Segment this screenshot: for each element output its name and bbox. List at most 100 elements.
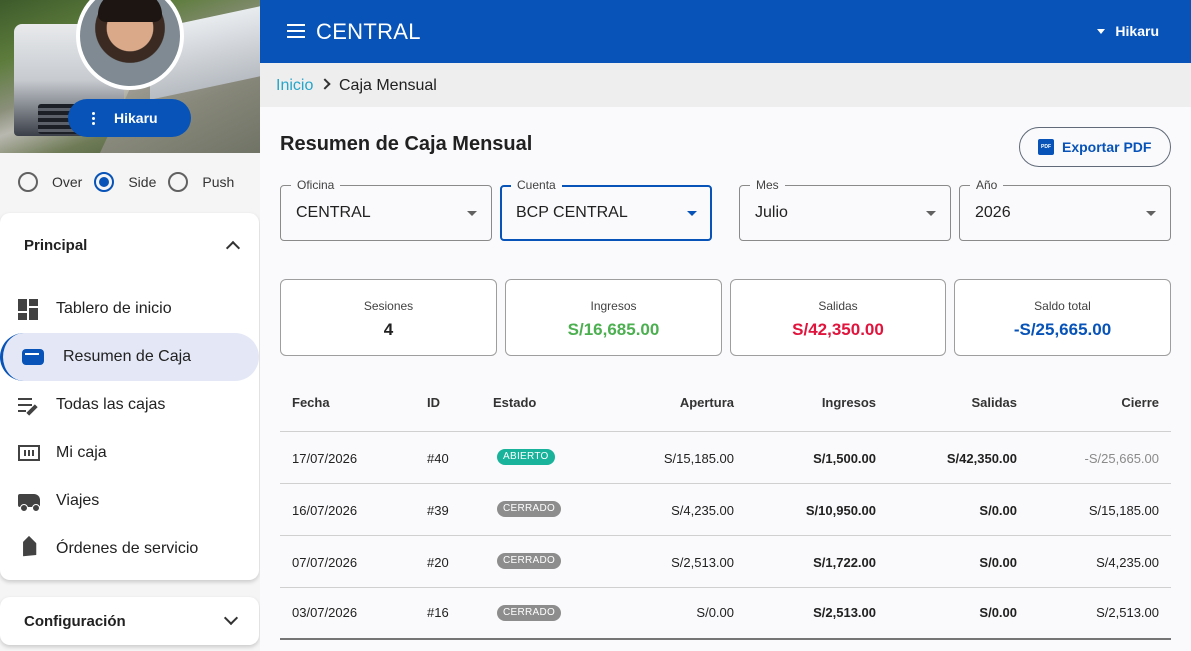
column-header-cierre[interactable]: Cierre	[1121, 395, 1159, 410]
cell-apertura: S/4,235.00	[671, 503, 734, 518]
breadcrumb-home-link[interactable]: Inicio	[276, 77, 314, 94]
export-pdf-button[interactable]: PDF Exportar PDF	[1019, 127, 1171, 167]
column-header-fecha[interactable]: Fecha	[292, 395, 330, 410]
stat-value: S/42,350.00	[792, 320, 884, 339]
cell-id: #40	[427, 451, 449, 466]
cuenta-select[interactable]: Cuenta BCP CENTRAL	[500, 178, 712, 241]
sidebar-item-resumen-caja[interactable]: Resumen de Caja	[0, 333, 259, 381]
anio-label: Año	[970, 178, 1004, 192]
table-row[interactable]: 16/07/2026 #39 CERRADO S/4,235.00 S/10,9…	[280, 483, 1171, 535]
stat-label: Saldo total	[1034, 299, 1091, 313]
mes-label: Mes	[750, 178, 785, 192]
cell-salidas: S/0.00	[979, 605, 1017, 620]
anio-value: 2026	[975, 204, 1011, 221]
mes-value: Julio	[755, 204, 788, 221]
column-header-estado[interactable]: Estado	[493, 395, 537, 410]
stat-value: 4	[383, 320, 394, 339]
cash-icon	[18, 445, 40, 461]
profile-banner-image: Hikaru	[0, 0, 260, 153]
stat-saldo-total: Saldo total -S/25,665.00	[954, 279, 1171, 356]
sidebar-item-label: Tablero de inicio	[56, 300, 172, 317]
mes-select[interactable]: Mes Julio	[739, 178, 951, 241]
user-name: Hikaru	[1115, 23, 1159, 39]
sidebar: Hikaru Over Side Push Principal Tablero …	[0, 0, 260, 651]
sidebar-item-ordenes[interactable]: Órdenes de servicio	[0, 525, 259, 573]
sidebar-item-label: Viajes	[56, 492, 100, 509]
chevron-down-icon	[223, 610, 239, 626]
sidebar-item-label: Mi caja	[56, 444, 107, 461]
tag-icon	[16, 536, 42, 562]
breadcrumb-current: Caja Mensual	[339, 77, 437, 94]
status-badge: CERRADO	[497, 501, 562, 517]
stat-label: Ingresos	[590, 299, 637, 313]
cell-ingresos: S/1,500.00	[813, 451, 876, 466]
status-badge: CERRADO	[497, 605, 562, 621]
cell-cierre: S/4,235.00	[1096, 555, 1159, 570]
wallet-icon	[22, 349, 44, 365]
menu-configuracion-card[interactable]: Configuración	[0, 597, 259, 645]
menu-icon[interactable]	[287, 24, 305, 38]
cell-salidas: S/42,350.00	[946, 451, 1017, 466]
dashboard-icon	[18, 299, 40, 321]
chevron-right-icon	[319, 78, 331, 90]
stat-ingresos: Ingresos S/16,685.00	[505, 279, 722, 356]
column-header-salidas[interactable]: Salidas	[971, 395, 1017, 410]
more-vert-icon	[86, 111, 100, 125]
cell-cierre: S/15,185.00	[1088, 503, 1159, 518]
export-pdf-label: Exportar PDF	[1062, 139, 1152, 155]
sidebar-item-viajes[interactable]: Viajes	[0, 477, 259, 525]
status-badge: ABIERTO	[497, 449, 555, 465]
column-header-id[interactable]: ID	[427, 395, 440, 410]
stat-value: -S/25,665.00	[1013, 320, 1112, 339]
oficina-select[interactable]: Oficina CENTRAL	[280, 178, 492, 241]
pdf-icon: PDF	[1038, 139, 1054, 155]
cell-ingresos: S/1,722.00	[813, 555, 876, 570]
sidebar-item-todas-cajas[interactable]: Todas las cajas	[0, 381, 259, 429]
sidebar-item-mi-caja[interactable]: Mi caja	[0, 429, 259, 477]
avatar[interactable]	[76, 0, 184, 90]
sidebar-item-label: Todas las cajas	[56, 396, 166, 413]
status-badge: CERRADO	[497, 553, 562, 569]
user-chip-label: Hikaru	[114, 110, 158, 126]
sidebar-item-label: Órdenes de servicio	[56, 540, 199, 557]
oficina-label: Oficina	[291, 178, 341, 192]
table-row[interactable]: 17/07/2026 #40 ABIERTO S/15,185.00 S/1,5…	[280, 431, 1171, 483]
anio-select[interactable]: Año 2026	[959, 178, 1171, 241]
arrow-drop-down-icon	[467, 211, 477, 216]
truck-icon	[18, 494, 40, 512]
table-row[interactable]: 07/07/2026 #20 CERRADO S/2,513.00 S/1,72…	[280, 535, 1171, 587]
cell-cierre: -S/25,665.00	[1084, 451, 1159, 466]
stat-label: Sesiones	[363, 299, 414, 313]
radio-side-label: Side	[128, 174, 157, 190]
cell-id: #39	[427, 503, 449, 518]
user-dropdown[interactable]: Hikaru	[1097, 23, 1159, 39]
stat-salidas: Salidas S/42,350.00	[730, 279, 946, 356]
cell-apertura: S/2,513.00	[671, 555, 734, 570]
stat-sesiones: Sesiones 4	[280, 279, 497, 356]
user-menu-chip[interactable]: Hikaru	[68, 99, 191, 137]
cell-ingresos: S/10,950.00	[805, 503, 876, 518]
cuenta-value: BCP CENTRAL	[516, 204, 628, 221]
cell-apertura: S/0.00	[696, 605, 734, 620]
radio-push[interactable]	[168, 172, 189, 192]
menu-configuracion-title: Configuración	[24, 613, 126, 630]
stat-label: Salidas	[818, 299, 858, 313]
cell-id: #20	[427, 555, 449, 570]
main-content: Resumen de Caja Mensual PDF Exportar PDF…	[260, 107, 1191, 651]
cell-fecha: 03/07/2026	[292, 605, 358, 620]
cell-fecha: 16/07/2026	[292, 503, 358, 518]
sidebar-mode-group: Over Side Push	[18, 172, 246, 192]
column-header-ingresos[interactable]: Ingresos	[821, 395, 876, 410]
chevron-up-icon	[225, 240, 241, 256]
arrow-drop-down-icon	[1097, 28, 1106, 34]
radio-over[interactable]	[18, 172, 38, 192]
cell-cierre: S/2,513.00	[1096, 605, 1159, 620]
table-row[interactable]: 03/07/2026 #16 CERRADO S/0.00 S/2,513.00…	[280, 587, 1171, 639]
arrow-drop-down-icon	[1146, 211, 1156, 216]
radio-push-label: Push	[202, 174, 235, 190]
column-header-apertura[interactable]: Apertura	[679, 395, 734, 410]
menu-principal-title: Principal	[24, 237, 88, 254]
menu-principal-header[interactable]: Principal	[24, 237, 244, 256]
sidebar-item-tablero[interactable]: Tablero de inicio	[0, 285, 259, 333]
radio-side[interactable]	[94, 172, 115, 192]
